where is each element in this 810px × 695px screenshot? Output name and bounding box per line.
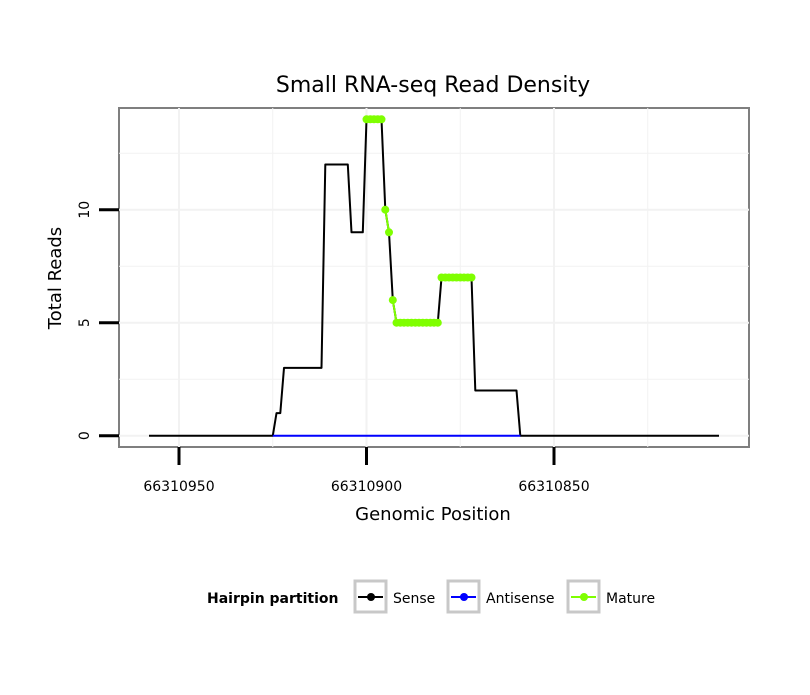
legend-label-sense: Sense — [393, 591, 435, 607]
legend-key-point — [367, 593, 375, 601]
series-mature-point — [433, 318, 442, 327]
series-mature-point — [377, 115, 386, 124]
series-mature-point — [385, 228, 393, 237]
series-mature-point — [381, 205, 390, 214]
series-mature-point — [467, 273, 476, 282]
legend: Hairpin partition Sense Antisense Mature — [207, 579, 655, 614]
legend-label-mature: Mature — [606, 591, 655, 607]
legend-key-point — [580, 593, 588, 601]
y-tick-label: 5 — [77, 318, 93, 327]
plot-panel — [118, 107, 750, 448]
x-axis-title: Genomic Position — [355, 504, 511, 525]
y-tick-label: 10 — [77, 201, 93, 219]
legend-label-antisense: Antisense — [486, 591, 555, 607]
legend-key-point — [460, 593, 468, 601]
chart-title: Small RNA-seq Read Density — [276, 73, 590, 98]
x-tick-label: 66310950 — [143, 479, 214, 495]
y-axis-title: Total Reads — [45, 227, 66, 330]
x-tick-label: 66310900 — [331, 479, 402, 495]
series-layer — [149, 115, 719, 437]
legend-title: Hairpin partition — [207, 591, 338, 607]
y-tick-label: 0 — [77, 431, 93, 440]
x-tick-label: 66310850 — [518, 479, 589, 495]
axes: 0 5 10 66310950 66310900 66310850 — [77, 201, 590, 495]
series-mature-point — [388, 296, 397, 305]
